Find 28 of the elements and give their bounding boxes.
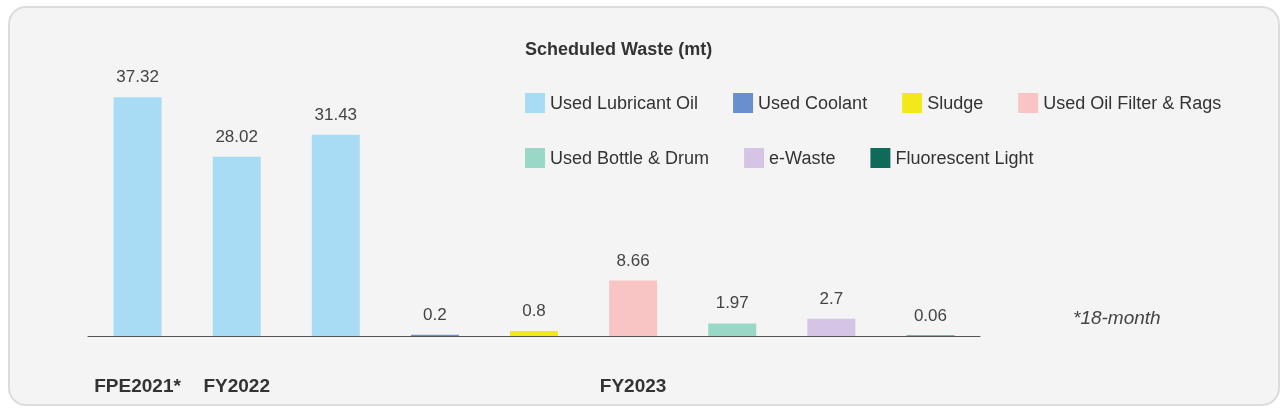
bar — [807, 318, 856, 336]
data-label: 0.06 — [913, 305, 947, 325]
x-tick-label: FY2023 — [599, 375, 667, 396]
legend-label: e-Waste — [769, 148, 836, 168]
data-label: 31.43 — [314, 104, 358, 124]
legend-label: Used Lubricant Oil — [550, 93, 699, 113]
bar — [113, 97, 162, 336]
data-label: 37.32 — [116, 67, 159, 87]
data-label: 28.02 — [215, 126, 258, 146]
x-tick-label: FPE2021* — [94, 375, 182, 396]
bar — [609, 280, 658, 336]
data-label: 0.2 — [423, 304, 447, 324]
bar — [708, 323, 757, 336]
legend-title: Scheduled Waste (mt) — [525, 39, 713, 59]
legend-label: Used Coolant — [758, 93, 868, 113]
legend-label: Sludge — [927, 93, 984, 113]
text: *18-month — [1073, 307, 1161, 328]
bar — [212, 156, 261, 336]
bar — [510, 330, 558, 336]
data-label: 8.66 — [616, 250, 650, 270]
data-label: 2.7 — [819, 288, 844, 308]
data-label: 0.8 — [522, 300, 546, 320]
x-tick-label: FY2022 — [203, 375, 270, 396]
bar — [311, 134, 360, 336]
legend-label: Fluorescent Light — [895, 148, 1034, 168]
legend-label: Used Oil Filter & Rags — [1043, 93, 1222, 113]
data-label: 1.97 — [715, 293, 749, 313]
legend-label: Used Bottle & Drum — [550, 148, 710, 168]
